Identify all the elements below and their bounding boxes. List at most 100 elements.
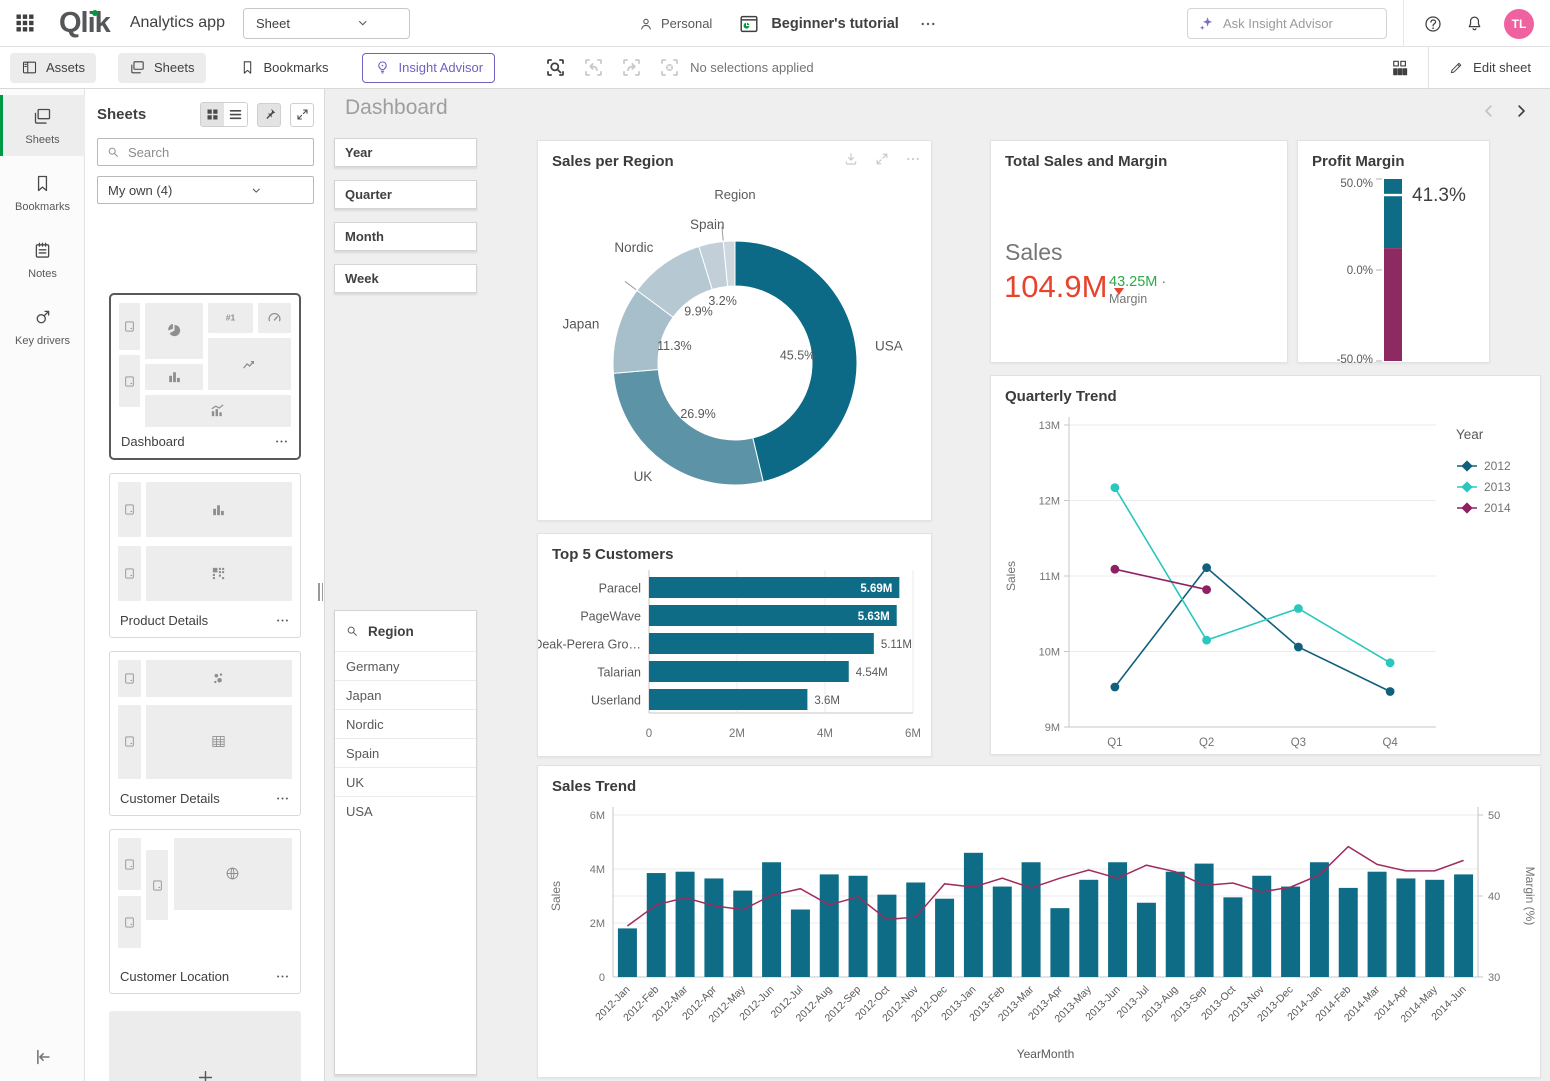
combo-chart[interactable]: 02M4M6M3040502012-Jan2012-Feb2012-Mar201…	[538, 766, 1542, 1079]
card-sales-per-region[interactable]: Sales per Region Region 45.5% USA 26.9% UK 11…	[537, 140, 932, 521]
card-total-sales-margin[interactable]: Total Sales and Margin Sales 104.9M 43.2…	[990, 140, 1288, 363]
grid-view-button[interactable]	[201, 103, 224, 126]
region-option-japan[interactable]: Japan	[335, 680, 476, 709]
app-breadcrumb[interactable]: Beginner's tutorial	[738, 13, 899, 35]
kpi-secondary-value: 43.25M ·	[1109, 274, 1167, 290]
grid-view-icon	[205, 107, 220, 122]
sheet-card-dashboard[interactable]: #1 Dashboard	[109, 293, 301, 460]
view-selector-dropdown[interactable]: Sheet	[242, 7, 410, 39]
region-filter-header[interactable]: Region	[335, 611, 476, 651]
scatter-icon	[210, 670, 227, 687]
card-quarterly-trend[interactable]: Quarterly Trend 9M 10M 11M 12M 13M Q1 Q2 Q3 Q4 Sa…	[990, 375, 1541, 755]
thumbnail-tile	[144, 303, 204, 359]
sheet-navigation-icon[interactable]	[1390, 58, 1410, 78]
notifications-icon[interactable]	[1465, 14, 1484, 33]
thumbnail-tile: #1	[208, 303, 254, 333]
svg-text:45.5%: 45.5%	[780, 349, 815, 363]
collapse-panel-icon[interactable]	[31, 1046, 53, 1068]
svg-text:PageWave: PageWave	[580, 610, 641, 624]
thumbnail-tile	[145, 546, 292, 602]
avatar[interactable]: TL	[1504, 8, 1534, 39]
sidebar-item-bookmarks[interactable]: Bookmarks	[0, 162, 85, 223]
svg-text:Q1: Q1	[1107, 737, 1122, 749]
svg-text:50.0%: 50.0%	[1340, 178, 1373, 190]
region-option-uk[interactable]: UK	[335, 767, 476, 796]
gauge-chart[interactable]: 50.0% 0.0% -50.0% 41.3%	[1298, 141, 1491, 364]
sidebar-item-notes[interactable]: Notes	[0, 229, 85, 290]
region-option-usa[interactable]: USA	[335, 796, 476, 825]
sidebar-item-label: Key drivers	[14, 335, 71, 347]
more-options-icon[interactable]	[905, 151, 921, 167]
pin-panel-button[interactable]	[257, 102, 281, 127]
donut-chart[interactable]: Region 45.5% USA 26.9% UK 11.3% Japan 9.9% Nordi…	[538, 141, 933, 522]
region-option-spain[interactable]: Spain	[335, 738, 476, 767]
sheet-card-menu-icon[interactable]	[275, 969, 290, 984]
svg-text:0: 0	[646, 728, 652, 740]
list-view-icon	[228, 107, 243, 122]
panel-resize-handle[interactable]	[318, 583, 326, 601]
insight-advisor-button[interactable]: Insight Advisor	[361, 52, 496, 83]
filter-week[interactable]: Week	[334, 264, 477, 293]
thumbnail-tile	[119, 303, 140, 351]
expand-panel-button[interactable]	[290, 102, 314, 127]
create-new-sheet-button[interactable]: Create new sheet	[109, 1011, 301, 1081]
thumbnail-tile	[173, 838, 292, 910]
clear-selections-icon[interactable]	[657, 55, 682, 80]
app-options-icon[interactable]	[919, 15, 937, 33]
bar-chart[interactable]: 0 2M 4M 6M Paracel 5.69M PageWave 5.63M Deak-Per…	[538, 534, 933, 758]
selections-forward-icon[interactable]	[619, 55, 644, 80]
sheet-icon	[32, 106, 53, 127]
sidebar-item-sheets[interactable]: Sheets	[0, 95, 85, 156]
svg-text:USA: USA	[875, 339, 903, 354]
assets-button[interactable]: Assets	[10, 52, 97, 83]
svg-text:40: 40	[1488, 891, 1500, 903]
app-launcher-icon[interactable]	[13, 11, 37, 35]
sheet-card-customer-location[interactable]: Customer Location	[109, 829, 301, 994]
sheet-card-menu-icon[interactable]	[275, 791, 290, 806]
toolbar-right: Edit sheet	[1390, 46, 1550, 89]
region-option-nordic[interactable]: Nordic	[335, 709, 476, 738]
thumbnail-tile	[118, 704, 141, 780]
fullscreen-icon[interactable]	[874, 151, 890, 167]
filter-quarter[interactable]: Quarter	[334, 180, 477, 209]
sheet-card-product-details[interactable]: Product Details	[109, 473, 301, 638]
sheet-card-customer-details[interactable]: Customer Details	[109, 651, 301, 816]
next-sheet-icon[interactable]	[1512, 102, 1530, 120]
sheets-button[interactable]: Sheets	[118, 52, 206, 83]
card-profit-margin[interactable]: Profit Margin 50.0% 0.0% -50.0% 41.3%	[1297, 140, 1491, 364]
filter-month[interactable]: Month	[334, 222, 477, 251]
selections-back-icon[interactable]	[581, 55, 606, 80]
svg-text:4M: 4M	[590, 864, 605, 876]
bookmarks-button[interactable]: Bookmarks	[228, 53, 340, 83]
filterpane-icon	[123, 503, 136, 516]
svg-text:0: 0	[599, 972, 605, 984]
prev-sheet-icon[interactable]	[1480, 102, 1498, 120]
sheet-card-menu-icon[interactable]	[275, 613, 290, 628]
line-chart[interactable]: 9M 10M 11M 12M 13M Q1 Q2 Q3 Q4 Sales Year 2012 2013 2…	[991, 376, 1542, 756]
thumbnail-tile	[258, 303, 291, 333]
svg-text:2012: 2012	[1484, 459, 1511, 473]
ask-insight-advisor-input[interactable]: Ask Insight Advisor	[1187, 8, 1387, 39]
sparkle-icon	[1198, 15, 1215, 32]
space-label[interactable]: Personal	[661, 16, 713, 31]
list-view-button[interactable]	[224, 103, 247, 126]
sidebar-item-keydrivers[interactable]: Key drivers	[0, 296, 85, 357]
smart-search-icon[interactable]	[543, 55, 568, 80]
card-title: Sales Trend	[552, 778, 637, 795]
card-sales-trend[interactable]: Sales Trend 0 2M 4M 6M 30 40 50 2012-Jan 2012-Fe…	[537, 765, 1541, 1078]
download-icon[interactable]	[843, 151, 859, 167]
card-top-customers[interactable]: Top 5 Customers 0 2M 4M 6M Paracel 5.69M PageW…	[537, 533, 932, 757]
sheets-filter-dropdown[interactable]: My own (4)	[97, 176, 314, 204]
svg-text:Region: Region	[714, 187, 755, 202]
help-icon[interactable]	[1423, 14, 1443, 34]
sheets-search-input[interactable]: Search	[97, 138, 314, 166]
sheets-panel-header: Sheets	[85, 89, 324, 127]
sheet-card-menu-icon[interactable]	[274, 434, 289, 449]
svg-text:41.3%: 41.3%	[1412, 185, 1466, 206]
region-option-germany[interactable]: Germany	[335, 651, 476, 680]
edit-sheet-button[interactable]: Edit sheet	[1428, 46, 1550, 89]
svg-text:2M: 2M	[590, 918, 605, 930]
svg-text:Deak-Perera Gro…: Deak-Perera Gro…	[538, 638, 641, 652]
filter-column: Year Quarter Month Week	[334, 138, 477, 306]
filter-year[interactable]: Year	[334, 138, 477, 167]
